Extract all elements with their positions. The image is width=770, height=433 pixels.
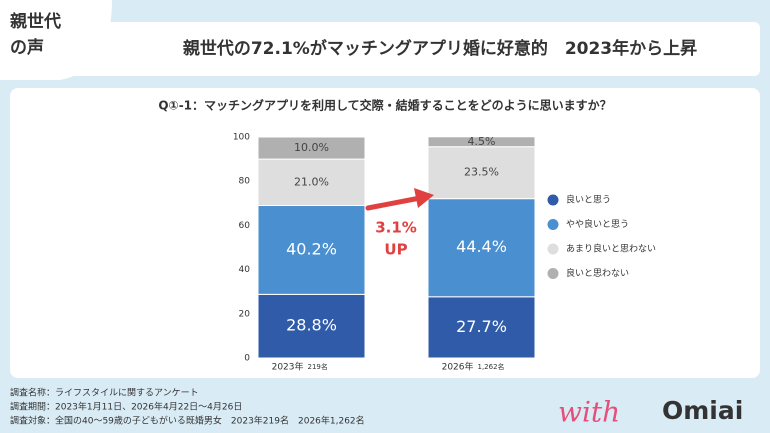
legend-swatch xyxy=(547,268,559,279)
logo-script: with xyxy=(558,396,620,429)
annotation-arrow xyxy=(365,195,423,211)
y-tick-label: 80 xyxy=(239,177,251,187)
value-label: 40.2% xyxy=(286,239,337,258)
value-label: 44.4% xyxy=(456,237,507,256)
badge-text: 親世代 xyxy=(10,11,61,32)
logo-name: Omiai xyxy=(662,396,743,425)
value-label: 4.5% xyxy=(468,135,496,148)
y-tick-label: 60 xyxy=(239,221,251,231)
footer-note: 調査名称：ライフスタイルに関するアンケート xyxy=(10,387,199,399)
bar-segment xyxy=(427,198,536,298)
value-label: 23.5% xyxy=(464,166,499,179)
value-label: 28.8% xyxy=(286,316,337,335)
footer-note: 調査対象：全国の40～59歳の子どもがいる既婚男女 2023年219名 2026… xyxy=(10,415,365,427)
value-label: 21.0% xyxy=(294,175,329,188)
header-title: 親世代の72.1%がマッチングアプリ婚に好意的 2023年から上昇 xyxy=(183,38,697,59)
legend-swatch xyxy=(547,194,559,206)
bar-segment xyxy=(257,136,366,160)
header-band xyxy=(60,22,760,76)
chart-panel xyxy=(10,88,760,378)
y-tick-label: 20 xyxy=(239,309,251,319)
badge-shape xyxy=(0,0,112,80)
value-label: 27.7% xyxy=(456,317,507,336)
bar-segment xyxy=(257,293,366,359)
value-label: 10.0% xyxy=(294,141,329,154)
legend-swatch xyxy=(547,219,559,230)
y-tick-label: 0 xyxy=(244,354,250,364)
footer-note: 調査期間：2023年1月11日、2026年4月22日～4月26日 xyxy=(10,401,242,413)
legend-swatch xyxy=(547,243,559,255)
bar-segment xyxy=(257,205,366,295)
bar-segment xyxy=(257,158,366,207)
sample-size: 1,262名 xyxy=(478,362,505,371)
legend-label: 良いと思う xyxy=(566,194,611,206)
sample-size: 219名 xyxy=(308,362,328,371)
y-tick-label: 100 xyxy=(233,133,250,143)
badge-text: の声 xyxy=(10,37,44,58)
y-tick-label: 40 xyxy=(239,265,251,275)
x-tick-label: 2026年 xyxy=(442,361,474,373)
annotation-arrowhead xyxy=(414,188,434,208)
annotation: UP xyxy=(384,241,407,259)
x-tick-label: 2023年 xyxy=(272,361,304,373)
legend-label: あまり良いと思わない xyxy=(566,243,656,255)
bar-segment xyxy=(427,136,536,148)
legend-label: 良いと思わない xyxy=(566,267,629,279)
annotation: 3.1% xyxy=(375,219,417,237)
legend-label: やや良いと思う xyxy=(566,218,629,230)
chart-title: Q①-1：マッチングアプリを利用して交際・結婚することをどのように思いますか？ xyxy=(158,98,611,113)
bar-segment xyxy=(427,296,536,359)
